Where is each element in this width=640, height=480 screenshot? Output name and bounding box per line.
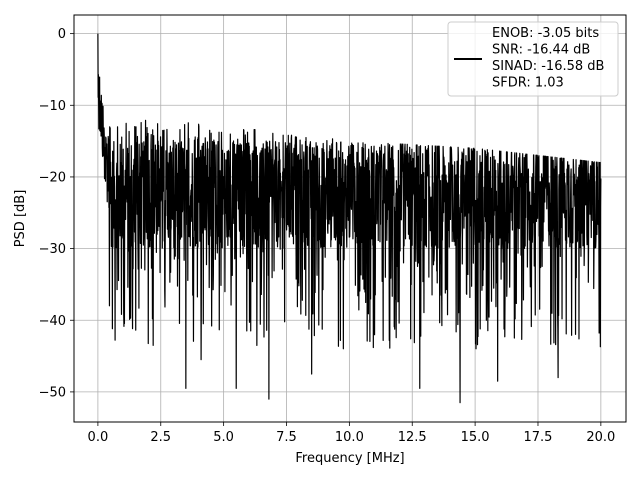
- x-tick-label: 2.5: [150, 430, 171, 445]
- plot-frame: [73, 14, 627, 423]
- x-tick-label: 0.0: [88, 430, 109, 445]
- x-tick-label: 20.0: [586, 430, 615, 445]
- x-tick-label: 10.0: [335, 430, 364, 445]
- series-layer: [97, 33, 602, 404]
- x-tick-label: 5.0: [213, 430, 234, 445]
- legend-box: [447, 21, 619, 97]
- y-axis-label: PSD [dB]: [13, 190, 28, 248]
- y-tick-label: −50: [39, 385, 66, 400]
- y-axis: 0 −10 −20 −30 −40 −50: [39, 27, 74, 400]
- x-tick-label: 15.0: [461, 430, 490, 445]
- y-tick-label: −40: [39, 314, 66, 329]
- y-tick-label: −30: [39, 242, 66, 257]
- x-axis-label: Frequency [MHz]: [295, 451, 404, 466]
- legend: ENOB: -3.05 bits SNR: -16.44 dB SINAD: -…: [447, 21, 619, 97]
- x-tick-label: 17.5: [524, 430, 553, 445]
- x-axis: 0.0 2.5 5.0 7.5 10.0 12.5 15.0 17.5 20.0: [88, 422, 615, 445]
- legend-sinad: SINAD: -16.58 dB: [492, 59, 604, 74]
- legend-enob: ENOB: -3.05 bits: [492, 26, 599, 41]
- legend-sfdr: SFDR: 1.03: [492, 76, 564, 91]
- psd-series-line: [97, 33, 602, 404]
- y-tick-label: 0: [58, 27, 66, 42]
- y-tick-label: −20: [39, 170, 66, 185]
- x-tick-label: 12.5: [398, 430, 427, 445]
- x-tick-label: 7.5: [276, 430, 297, 445]
- legend-snr: SNR: -16.44 dB: [492, 43, 590, 58]
- y-tick-label: −10: [39, 99, 66, 114]
